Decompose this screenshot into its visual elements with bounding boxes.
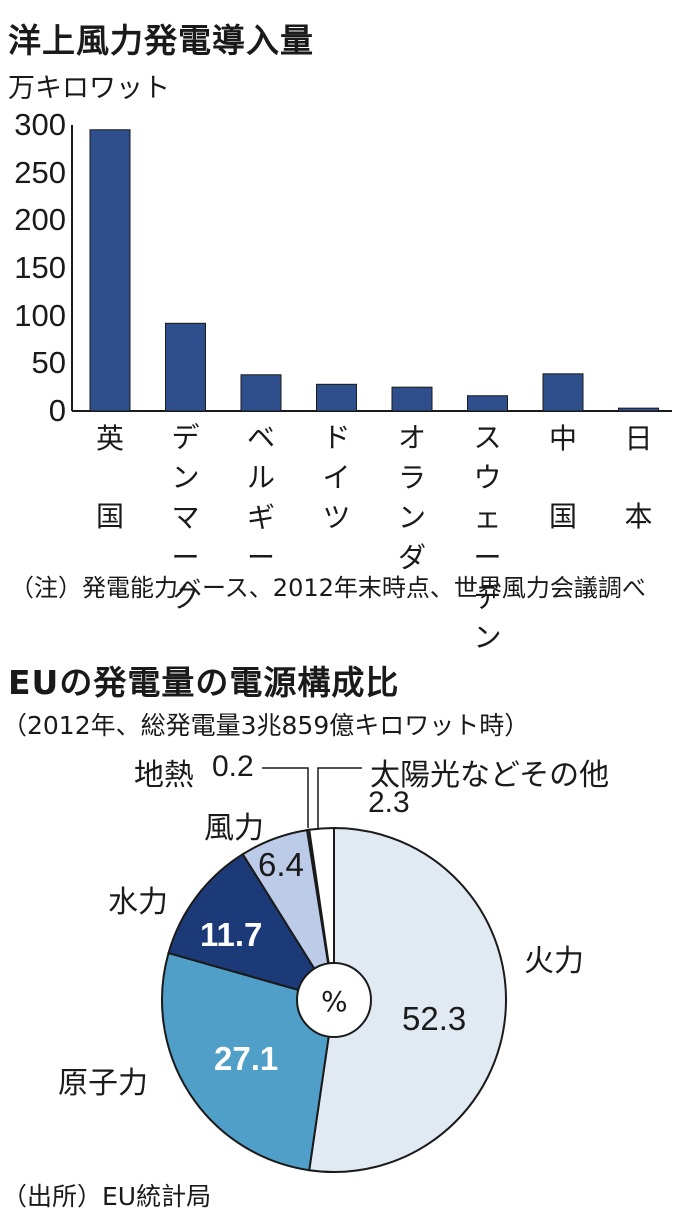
- bar-7: [618, 407, 659, 412]
- wind-value: 6.4: [258, 846, 304, 883]
- x-category-label: デンマーク: [171, 421, 200, 614]
- y-tick-label: 50: [31, 345, 66, 381]
- pie-slice-thermal: [308, 826, 507, 1173]
- x-category-label: スウェーデン: [473, 421, 502, 654]
- wind-label: 風力: [204, 811, 264, 846]
- geothermal-leader-line: [262, 767, 309, 828]
- bar-chart-note: （注）発電能力ベース、2012年末時点、世界風力会議調べ: [10, 574, 646, 602]
- bar-1: [165, 322, 206, 412]
- thermal-label: 火力: [524, 944, 584, 979]
- pie-center-hole: [296, 962, 372, 1038]
- y-tick-label: 100: [14, 297, 66, 333]
- x-category-label: 英国: [95, 422, 124, 533]
- other-label: 太陽光などその他: [370, 758, 610, 793]
- y-tick-label: 300: [14, 107, 66, 142]
- bar-chart: [71, 125, 672, 412]
- hydro-value: 11.7: [200, 916, 263, 953]
- pie-center-label: %: [321, 985, 348, 1018]
- x-category-label: ベルギー: [246, 421, 275, 574]
- pie-chart-source: （出所）EU統計局: [2, 1182, 212, 1211]
- pie-slice-hydro: [167, 852, 337, 1002]
- x-category-label: ドイツ: [322, 421, 351, 534]
- x-category-label: 中国: [548, 422, 577, 533]
- hydro-label: 水力: [108, 885, 168, 920]
- pie-slice-other: [308, 826, 335, 1001]
- nuclear-label: 原子力: [58, 1066, 148, 1101]
- pie-chart-title: EUの発電量の電源構成比: [8, 663, 400, 702]
- pie-slice-nuclear: [161, 951, 336, 1172]
- y-tick-label: 0: [48, 393, 66, 428]
- bar-5: [467, 395, 508, 412]
- bar-chart-unit: 万キロワット: [8, 73, 170, 104]
- bar-6: [542, 373, 584, 412]
- bar-4: [391, 386, 433, 412]
- other-value: 2.3: [368, 786, 410, 819]
- y-tick-label: 200: [14, 202, 66, 238]
- bar-0: [89, 129, 131, 412]
- y-tick-label: 150: [14, 250, 66, 285]
- geothermal-value: 0.2: [212, 750, 254, 783]
- bar-chart-title: 洋上風力発電導入量: [8, 21, 314, 60]
- other-leader-line: [317, 767, 362, 828]
- x-category-label: 日本: [624, 422, 653, 533]
- geothermal-label: 地熱: [134, 758, 194, 793]
- y-tick-label: 250: [14, 154, 66, 190]
- pie-chart-subtitle: （2012年、総発電量3兆859億キロワット時）: [2, 711, 530, 740]
- x-category-label: オランダ: [397, 421, 426, 574]
- thermal-value: 52.3: [402, 1000, 467, 1037]
- bar-2: [240, 374, 282, 412]
- nuclear-value: 27.1: [214, 1040, 279, 1077]
- bar-3: [316, 383, 357, 412]
